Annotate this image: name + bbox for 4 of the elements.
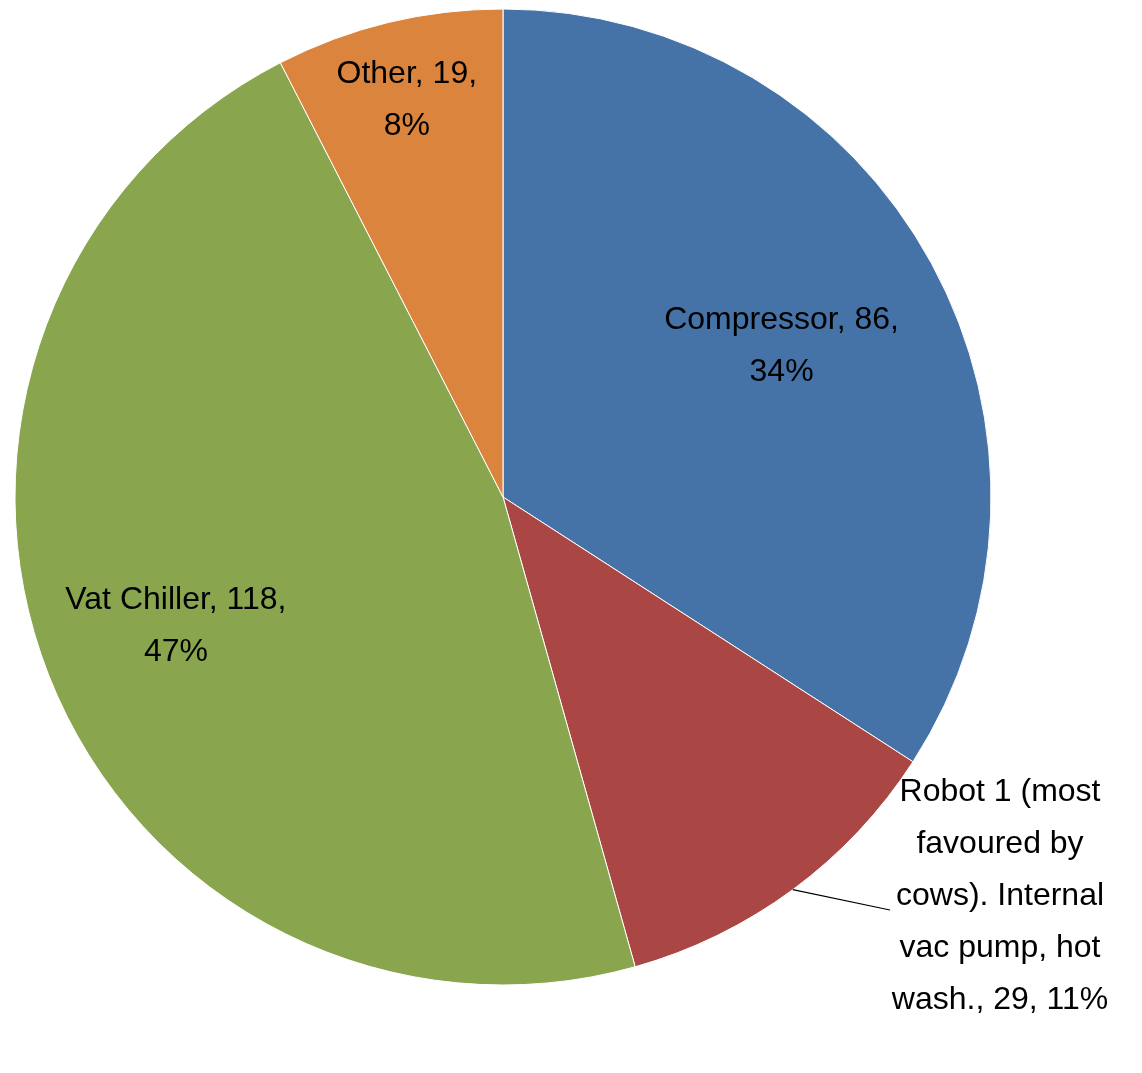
- slice-label: Other, 19, 8%: [336, 53, 478, 142]
- slice-label: Vat Chiller, 118, 47%: [65, 580, 287, 669]
- slice-label: Compressor, 86, 34%: [664, 300, 899, 389]
- slice-label: Robot 1 (most favoured by cows). Internal vac pump, hot wash., 29, 11%: [890, 772, 1109, 1016]
